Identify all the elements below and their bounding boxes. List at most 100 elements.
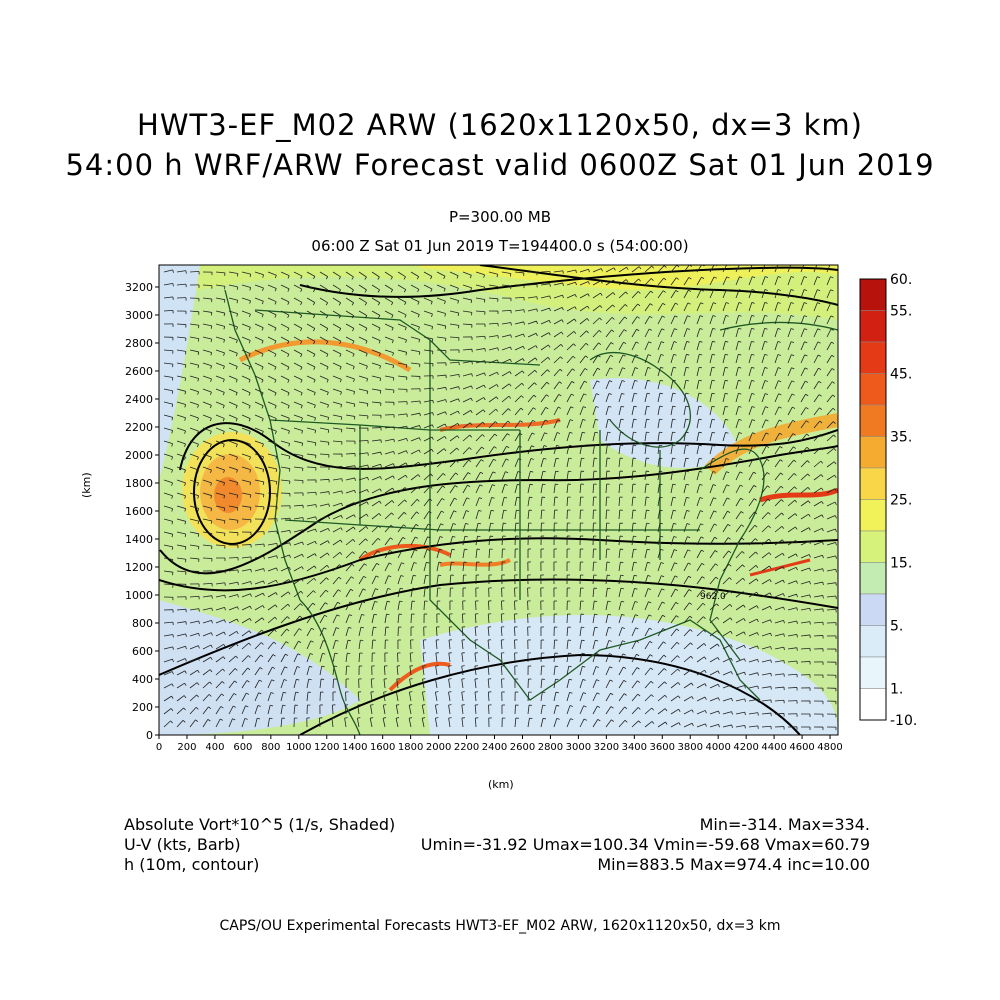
wind-barb (644, 694, 652, 702)
wind-barb-flag (484, 360, 486, 364)
wind-barb (761, 341, 765, 351)
wind-barb-flag (806, 265, 807, 266)
wind-barb (787, 341, 792, 351)
wind-barb (592, 380, 598, 390)
wind-barb (566, 640, 569, 650)
wind-barb-flag (413, 562, 417, 564)
wind-barb-flag (492, 484, 496, 487)
wind-barb-flag (765, 419, 769, 422)
wind-barb-flag (396, 704, 400, 706)
wind-barb (683, 615, 691, 624)
wind-barb (566, 626, 569, 637)
wind-barb (254, 505, 264, 508)
wind-barb (683, 458, 687, 468)
wind-barb-flag (610, 342, 614, 345)
wind-barb (254, 492, 264, 495)
y-tick-label: 3200 (125, 281, 153, 294)
wind-barb (189, 271, 200, 273)
wind-barb-flag (791, 380, 795, 383)
wind-barb-flag (418, 339, 421, 343)
wind-barb-flag (326, 379, 329, 383)
wind-barb (332, 414, 342, 418)
wind-barb (761, 712, 771, 715)
wind-barb-flag (325, 289, 329, 293)
wind-barb (176, 362, 186, 366)
wind-barb-flag (638, 266, 642, 270)
wind-barb-flag (223, 457, 225, 461)
wind-barb (267, 323, 277, 329)
wind-barb-flag (646, 392, 651, 395)
wind-barb (631, 432, 634, 442)
wind-barb-flag (751, 289, 755, 291)
wind-barb (345, 323, 355, 329)
wind-barb (488, 421, 496, 429)
wind-barb-flag (249, 313, 251, 318)
wind-barb (787, 406, 793, 416)
wind-barb (345, 665, 348, 676)
wind-barb-flag (379, 390, 382, 394)
wind-barb (448, 653, 451, 663)
wind-barb (618, 329, 625, 338)
wind-barb-flag (584, 380, 588, 383)
wind-barb (813, 514, 823, 520)
wind-barb (683, 484, 687, 494)
wind-barb-flag (261, 431, 264, 435)
wind-barb (748, 725, 758, 728)
wind-barb-flag (274, 301, 277, 305)
wind-barb (422, 679, 425, 689)
wind-barb (709, 710, 719, 715)
wind-barb-flag (382, 717, 387, 719)
wind-barb (618, 496, 621, 507)
wind-barb (761, 459, 767, 468)
wind-barb (748, 551, 756, 559)
wind-barb (176, 518, 186, 522)
wind-barb-flag (312, 302, 316, 306)
wind-barb-flag (792, 406, 796, 409)
wind-barb (709, 630, 718, 637)
wind-barb (487, 653, 490, 663)
wind-barb (408, 718, 412, 728)
wind-barb-flag (327, 417, 330, 421)
wind-barb (605, 627, 609, 637)
wind-barb (461, 627, 464, 637)
wind-barb-flag (672, 379, 677, 382)
wind-barb (683, 562, 689, 572)
wind-barb (462, 523, 466, 533)
wind-barb-flag (347, 639, 351, 642)
wind-barb-flag (197, 645, 200, 649)
wind-barb-flag (635, 627, 639, 630)
colorbar-swatch (859, 625, 887, 658)
wind-barb-flag (262, 287, 264, 291)
wind-barb (748, 645, 758, 650)
wind-barb (293, 692, 297, 702)
wind-barb (280, 414, 290, 419)
wind-barb (332, 478, 342, 481)
wind-barb (176, 720, 184, 728)
wind-barb (605, 483, 608, 494)
wind-barb-flag (323, 627, 327, 630)
wind-barb (319, 491, 329, 494)
wind-barb (774, 289, 779, 299)
wind-barb-flag (649, 627, 653, 630)
wind-barb-flag (311, 615, 315, 618)
wind-barb-flag (804, 354, 808, 357)
wind-barb (475, 310, 486, 313)
wind-barb-flag (261, 340, 264, 344)
wind-barb-flag (572, 368, 576, 371)
wind-barb-flag (505, 458, 509, 461)
wind-barb-flag (649, 654, 653, 657)
wind-barb (306, 516, 316, 520)
wind-barb-flag (569, 678, 573, 681)
wind-barb-flag (250, 593, 252, 597)
wind-barb-flag (779, 446, 783, 449)
wind-barb-flag (451, 548, 455, 551)
wind-barb (722, 393, 726, 403)
wind-barb (748, 328, 752, 338)
wind-barb (813, 447, 821, 455)
wind-barb-flag (235, 418, 238, 422)
wind-barb-flag (558, 394, 562, 397)
wind-barb-flag (439, 548, 443, 551)
wind-barb (475, 335, 486, 338)
wind-barb (761, 592, 771, 598)
wind-barb-flag (569, 432, 573, 434)
